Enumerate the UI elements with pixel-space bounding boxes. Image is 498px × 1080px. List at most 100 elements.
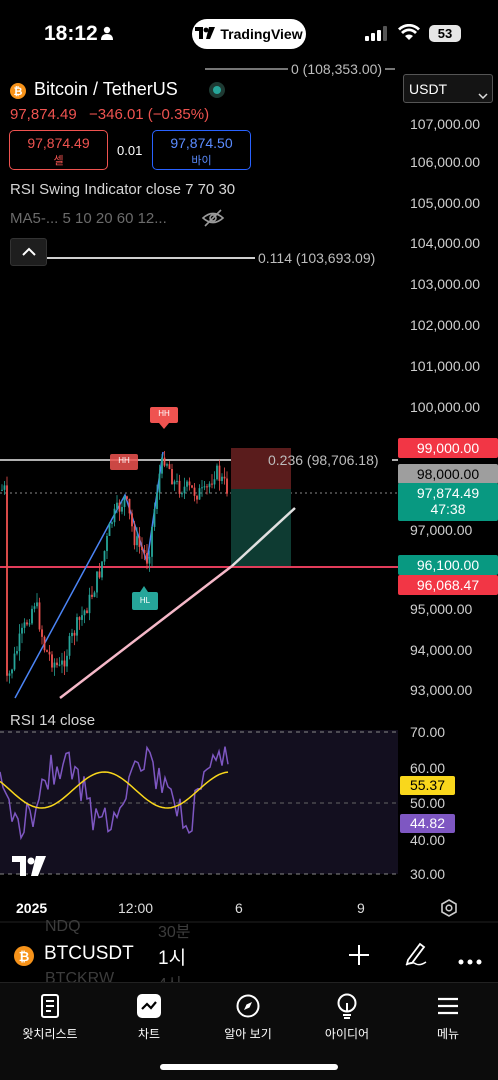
sell-button[interactable]: 97,874.49 셀 bbox=[9, 130, 108, 170]
candle-body bbox=[38, 602, 41, 630]
btc-coin-icon: ₿ bbox=[10, 83, 26, 104]
candle-body bbox=[123, 496, 126, 507]
hamburger-icon bbox=[435, 993, 461, 1019]
price-label-96068: 96,068.47 bbox=[398, 575, 498, 595]
candle-body bbox=[211, 483, 213, 485]
person-icon bbox=[100, 26, 114, 40]
drawing-pen-icon[interactable] bbox=[404, 940, 428, 971]
rsi-tick: 50.00 bbox=[410, 795, 446, 811]
candle-body bbox=[126, 496, 128, 499]
nav-ideas[interactable]: 아이디어 bbox=[302, 993, 392, 1042]
watchlist-icon bbox=[37, 993, 63, 1019]
hh-marker-mid bbox=[110, 454, 138, 470]
nav-chart[interactable]: 차트 bbox=[104, 993, 194, 1042]
candle-body bbox=[43, 636, 46, 651]
current-price-tag: 97,874.49 47:38 bbox=[398, 483, 498, 521]
nav-ideas-label: 아이디어 bbox=[324, 1027, 370, 1041]
app-pill[interactable]: TradingView bbox=[192, 19, 306, 49]
rsi-swing-indicator-legend[interactable]: RSI Swing Indicator close 7 70 30 bbox=[10, 181, 236, 198]
candle-body bbox=[181, 493, 183, 495]
candle-body bbox=[101, 561, 103, 578]
candle-body bbox=[13, 653, 16, 670]
nav-watchlist[interactable]: 왓치리스트 bbox=[5, 993, 95, 1042]
candle-body bbox=[171, 468, 173, 485]
candle-body bbox=[203, 486, 206, 488]
interval-button[interactable]: 1시 bbox=[158, 948, 187, 969]
last-price: 97,874.49 bbox=[10, 106, 77, 123]
candle-body bbox=[76, 617, 78, 636]
candle-body bbox=[11, 669, 13, 674]
price-tick: 97,000.00 bbox=[410, 522, 473, 538]
price-tick: 103,000.00 bbox=[410, 276, 481, 292]
bar-countdown: 47:38 bbox=[430, 501, 466, 517]
price-change: −346.01 (−0.35%) bbox=[89, 106, 210, 123]
candle-body bbox=[73, 632, 76, 636]
collapse-legend-button[interactable] bbox=[10, 238, 47, 266]
wifi-icon bbox=[398, 23, 420, 46]
price-tick: 101,000.00 bbox=[410, 358, 481, 374]
candle-body bbox=[83, 610, 86, 616]
candle-body bbox=[138, 536, 141, 547]
candle-body bbox=[198, 488, 201, 500]
candle-body bbox=[221, 476, 223, 481]
rsi-tick: 30.00 bbox=[410, 866, 446, 882]
candle-body bbox=[31, 608, 33, 624]
rsi-line bbox=[0, 745, 229, 841]
candle-body bbox=[193, 487, 196, 496]
fib-level-0: 0 (108,353.00) bbox=[288, 61, 386, 77]
nav-menu[interactable]: 메뉴 bbox=[403, 993, 493, 1042]
candle-body bbox=[61, 660, 63, 665]
price-tick: 102,000.00 bbox=[410, 317, 481, 333]
hl-label: HL bbox=[139, 596, 151, 605]
candle-body bbox=[63, 660, 66, 667]
plus-icon[interactable] bbox=[348, 944, 370, 971]
signal-icon bbox=[365, 26, 387, 46]
candle-body bbox=[141, 546, 143, 551]
price-tick: 106,000.00 bbox=[410, 154, 481, 170]
candle-body bbox=[161, 457, 163, 474]
rsi-legend[interactable]: RSI 14 close bbox=[10, 712, 96, 729]
candle-body bbox=[16, 651, 18, 654]
chart-settings-icon[interactable] bbox=[440, 899, 458, 922]
candle-body bbox=[8, 673, 11, 676]
nav-explore[interactable]: 알아 보기 bbox=[203, 993, 293, 1042]
ghost-interval-30m: 30분 bbox=[158, 924, 191, 941]
ma-indicator-legend[interactable]: MA5-... 5 10 20 60 12... bbox=[10, 210, 167, 227]
hh-label-mid: HH bbox=[118, 456, 130, 465]
eye-hidden-icon[interactable] bbox=[201, 208, 225, 233]
candle-body bbox=[86, 610, 88, 614]
candle-body bbox=[176, 480, 178, 482]
candle-body bbox=[121, 506, 123, 512]
buy-button[interactable]: 97,874.50 바이 bbox=[152, 130, 251, 170]
bottom-nav: 왓치리스트 차트 알아 보기 아이디어 메뉴 bbox=[0, 982, 498, 1080]
home-indicator bbox=[160, 1064, 338, 1070]
battery-indicator: 53 bbox=[429, 25, 461, 42]
candle-body bbox=[36, 602, 38, 607]
hl-marker bbox=[132, 586, 158, 610]
candle-body bbox=[106, 535, 108, 552]
candle-body bbox=[196, 495, 198, 500]
candle-body bbox=[133, 526, 136, 546]
rsi-tick: 60.00 bbox=[410, 760, 446, 776]
svg-text:₿: ₿ bbox=[14, 86, 23, 98]
symbol-ticker-button[interactable]: BTCUSDT bbox=[44, 943, 134, 964]
candle-body bbox=[96, 571, 98, 593]
chart-canvas[interactable] bbox=[0, 64, 498, 924]
currency-select[interactable]: USDT bbox=[403, 74, 493, 103]
candle-body bbox=[88, 594, 91, 614]
candle-body bbox=[216, 465, 218, 480]
buy-label: 바이 bbox=[191, 155, 212, 167]
candle-body bbox=[148, 556, 151, 564]
candle-body bbox=[23, 622, 26, 628]
candlestick-series bbox=[1, 451, 228, 684]
candle-body bbox=[58, 664, 61, 666]
symbol-bar: ₿ BTCUSDT 1시 bbox=[0, 930, 498, 980]
buy-price: 97,874.50 bbox=[170, 135, 233, 151]
market-open-dot-icon bbox=[209, 82, 225, 98]
hh-marker-top bbox=[150, 407, 178, 429]
candle-body bbox=[111, 522, 113, 524]
rsi-value-tag: 44.82 bbox=[400, 814, 455, 833]
more-options-icon[interactable] bbox=[458, 952, 482, 970]
symbol-title[interactable]: Bitcoin / TetherUS bbox=[34, 79, 178, 99]
compass-icon bbox=[235, 993, 261, 1019]
